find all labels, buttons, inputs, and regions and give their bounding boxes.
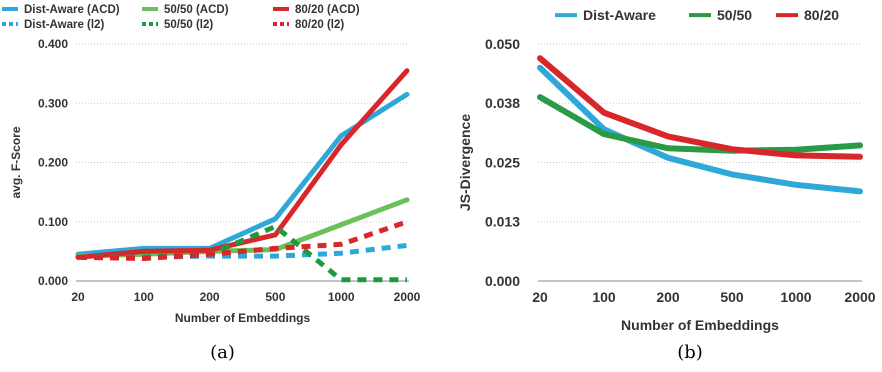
x-tick-label: 1000 — [328, 290, 355, 304]
series-line-50-50 — [537, 94, 863, 154]
x-tick-label: 200 — [200, 290, 220, 304]
legend-label: 50/50 (l2) — [164, 19, 213, 31]
panel-caption: (a) — [210, 342, 235, 363]
legend-label: 80/20 (ACD) — [295, 4, 360, 16]
x-tick-label: 2000 — [844, 289, 875, 305]
x-axis-label: Number of Embeddings — [621, 317, 779, 333]
series-line-80-20-l2 — [77, 219, 408, 261]
series-line-80-20-acd — [75, 68, 410, 260]
y-axis-label: JS-Divergence — [457, 114, 473, 211]
y-tick-label: 0.050 — [485, 36, 520, 52]
x-tick-label: 2000 — [394, 290, 421, 304]
x-tick-label: 20 — [71, 290, 85, 304]
x-tick-label: 20 — [532, 289, 548, 305]
series-line-dist-aware-acd — [75, 91, 410, 257]
y-tick-label: 0.100 — [38, 215, 68, 229]
legend-label: Dist-Aware (ACD) — [24, 4, 120, 16]
y-tick-label: 0.300 — [38, 96, 68, 110]
legend-label: 80/20 (l2) — [295, 19, 344, 31]
y-tick-label: 0.013 — [485, 214, 520, 230]
chart-panel-b: 0.000 0.013 0.025 0.038 0.050 20 100 200 500 1000… — [457, 7, 876, 363]
x-tick-label: 1000 — [780, 289, 811, 305]
x-tick-label: 100 — [592, 289, 616, 305]
series-line-dist-aware — [537, 64, 863, 195]
x-tick-label: 100 — [134, 290, 154, 304]
x-tick-label: 500 — [265, 290, 285, 304]
legend-label: 50/50 — [717, 7, 752, 23]
panel-caption: (b) — [677, 342, 703, 363]
legend-label: Dist-Aware — [583, 7, 656, 23]
legend-label: 80/20 — [804, 7, 839, 23]
y-tick-label: 0.400 — [38, 37, 68, 51]
chart-panel-a: 0.000 0.100 0.200 0.300 0.400 20 100 200 500 1000… — [2, 4, 421, 363]
y-axis-label: avg. F-Score — [9, 126, 23, 198]
y-tick-label: 0.025 — [485, 154, 520, 170]
x-axis-label: Number of Embeddings — [175, 311, 311, 325]
x-tick-label: 200 — [656, 289, 680, 305]
series-line-80-20 — [537, 55, 863, 160]
y-tick-label: 0.000 — [485, 273, 520, 289]
legend-label: 50/50 (ACD) — [164, 4, 229, 16]
y-tick-label: 0.200 — [38, 156, 68, 170]
legend-label: Dist-Aware (l2) — [24, 19, 104, 31]
y-tick-label: 0.038 — [485, 95, 520, 111]
x-tick-label: 500 — [720, 289, 744, 305]
y-tick-label: 0.000 — [38, 274, 68, 288]
